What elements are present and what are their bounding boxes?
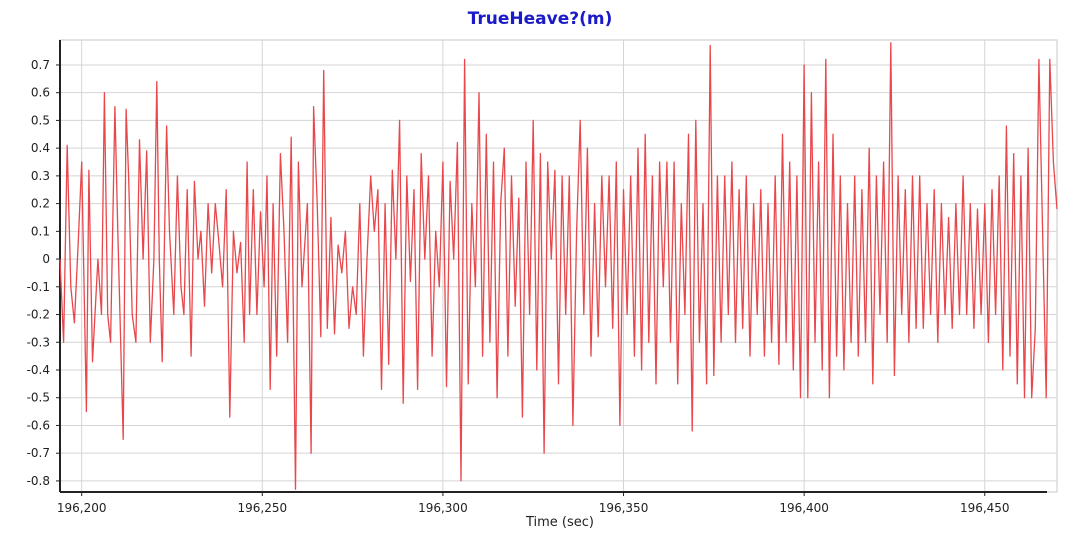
plot-area xyxy=(59,39,1058,493)
y-tick-label: 0.3 xyxy=(31,169,50,183)
y-tick-label: 0.7 xyxy=(31,58,50,72)
x-axis-label: Time (sec) xyxy=(525,515,594,530)
y-tick-label: 0.2 xyxy=(31,197,50,211)
y-tick-label: 0.4 xyxy=(31,141,50,155)
x-tick-label: 196,250 xyxy=(237,501,287,515)
y-tick-label: -0.7 xyxy=(27,446,50,460)
x-tick-label: 196,300 xyxy=(418,501,468,515)
x-tick-label: 196,200 xyxy=(57,501,107,515)
y-tick-label: -0.3 xyxy=(27,335,50,349)
x-tick-label: 196,450 xyxy=(960,501,1010,515)
x-tick-label: 196,350 xyxy=(599,501,649,515)
y-tick-label: -0.6 xyxy=(27,418,50,432)
chart-title: TrueHeave?(m) xyxy=(467,9,613,29)
y-tick-label: 0 xyxy=(42,252,50,266)
x-tick-label: 196,400 xyxy=(779,501,829,515)
y-tick-label: -0.1 xyxy=(27,280,50,294)
series-line xyxy=(59,42,1058,490)
y-tick-label: -0.5 xyxy=(27,391,50,405)
y-tick-label: 0.6 xyxy=(31,86,50,100)
y-tick-label: 0.1 xyxy=(31,224,50,238)
y-tick-label: -0.4 xyxy=(27,363,50,377)
y-tick-label: -0.8 xyxy=(27,474,50,488)
y-tick-label: -0.2 xyxy=(27,308,50,322)
y-tick-label: 0.5 xyxy=(31,113,50,127)
